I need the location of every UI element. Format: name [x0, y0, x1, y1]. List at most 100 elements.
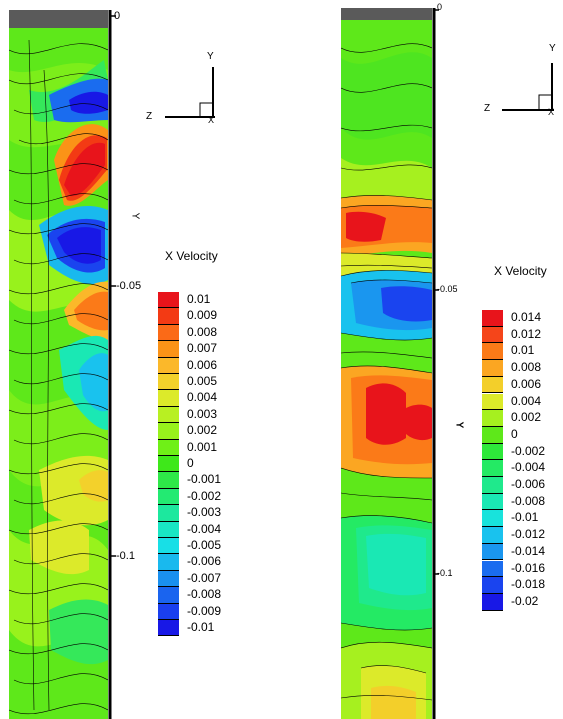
legend-swatch [482, 493, 503, 511]
wall-strip-left [9, 10, 108, 28]
legend-level-label: -0.002 [511, 443, 546, 458]
contour-field-left [9, 10, 108, 719]
legend-level-label: -0.004 [511, 460, 546, 475]
legend-swatch [158, 308, 179, 325]
legend-swatch [482, 577, 503, 594]
legend-level-label: 0.008 [187, 324, 218, 339]
legend-swatch [482, 360, 503, 377]
legend-level-label: -0.008 [187, 587, 222, 602]
legend-level-label: 0.007 [187, 341, 218, 356]
legend-level-label: -0.012 [511, 527, 546, 542]
axis-triad-right [502, 63, 554, 111]
y-axis-label: Y [129, 212, 141, 220]
legend-level-label: 0.005 [187, 374, 218, 388]
legend-level-label: -0.01 [187, 620, 215, 634]
legend-level-label: 0 [187, 456, 194, 470]
y-tick-label: -0.1 [437, 568, 453, 578]
legend-level-label: -0.004 [187, 521, 222, 536]
legend-title-left: X Velocity [165, 249, 218, 263]
y-axis-label: Y [453, 421, 465, 429]
legend-swatch [482, 343, 503, 361]
wall-strip-right [341, 8, 432, 20]
legend-swatch [158, 374, 179, 391]
legend-level-label: 0.008 [511, 360, 542, 375]
legend-swatch [482, 510, 503, 528]
legend-swatch [158, 456, 179, 473]
legend-level-label: -0.018 [511, 577, 546, 592]
y-tick-label: -0.05 [437, 284, 458, 294]
legend-level-label: -0.009 [187, 603, 222, 618]
legend-swatch [482, 460, 503, 477]
legend-swatch [482, 477, 503, 494]
legend-level-label: -0.014 [511, 543, 546, 558]
legend-level-label: -0.002 [187, 488, 222, 503]
legend-title-right: X Velocity [494, 264, 547, 278]
legend-swatch [158, 554, 179, 571]
legend-swatch [158, 620, 179, 637]
legend-level-label: 0.009 [187, 308, 218, 323]
legend-level-label: 0.01 [511, 343, 535, 358]
y-axis-left [108, 10, 116, 719]
legend-level-label: 0 [511, 426, 518, 441]
legend-level-label: -0.001 [187, 472, 222, 487]
y-tick-label: -0.1 [116, 550, 135, 562]
legend-swatch [158, 292, 179, 309]
legend-swatch [158, 357, 179, 374]
legend-swatch [158, 570, 179, 588]
legend-swatch [482, 310, 503, 327]
legend-swatch [482, 326, 503, 344]
legend-swatch [158, 521, 179, 538]
triad-z-label: Z [484, 103, 491, 114]
legend-swatch [482, 410, 503, 427]
legend-swatch [158, 406, 179, 424]
legend-level-label: 0.004 [511, 393, 542, 408]
legend-swatch [482, 527, 503, 544]
legend-level-label: -0.016 [511, 560, 546, 575]
legend-level-label: -0.01 [511, 510, 539, 525]
legend-swatch [158, 488, 179, 506]
y-tick-label: -0.05 [116, 280, 142, 292]
legend-swatch [158, 587, 179, 604]
legend-swatch [158, 324, 179, 342]
y-tick-label: 0 [437, 2, 443, 12]
legend-level-label: -0.006 [187, 554, 222, 569]
legend-level-label: -0.005 [187, 538, 222, 552]
legend-level-label: -0.008 [511, 493, 546, 508]
legend-swatch [158, 472, 179, 489]
triad-x-label: X [208, 115, 215, 125]
legend-level-label: 0.014 [511, 310, 542, 324]
y-axis-right [432, 8, 439, 719]
legend-swatch [158, 390, 179, 407]
legend-swatch [158, 603, 179, 620]
legend-swatch [158, 423, 179, 440]
legend-level-label: 0.006 [187, 357, 218, 372]
legend-level-label: 0.002 [511, 410, 542, 425]
legend-level-label: 0.003 [187, 406, 218, 421]
triad-y-label: Y [207, 51, 214, 62]
legend-level-label: 0.006 [511, 376, 542, 391]
y-tick-label: 0 [114, 10, 121, 22]
contour-field-right [341, 8, 432, 719]
legend-level-label: -0.003 [187, 505, 222, 520]
legend-level-label: 0.012 [511, 326, 542, 341]
triad-z-label: Z [146, 111, 153, 122]
legend-swatch [158, 341, 179, 358]
legend-swatch [482, 443, 503, 461]
legend-level-label: -0.02 [511, 593, 539, 608]
triad-x-label: X [548, 107, 555, 117]
legend-swatch [158, 505, 179, 522]
triad-y-label: Y [549, 43, 556, 54]
legend-swatch [482, 593, 503, 611]
legend-swatch [482, 543, 503, 561]
legend-level-label: -0.007 [187, 570, 222, 585]
legend-swatch [482, 376, 503, 394]
legend-swatch [482, 560, 503, 578]
legend-swatch [158, 439, 179, 456]
axis-triad-left [165, 67, 215, 118]
legend-level-label: 0.01 [187, 292, 211, 306]
legend-swatch [158, 538, 179, 555]
legend-level-label: 0.002 [187, 423, 218, 438]
legend-level-label: 0.001 [187, 439, 218, 454]
legend-swatch [482, 393, 503, 411]
legend-level-label: 0.004 [187, 390, 218, 405]
